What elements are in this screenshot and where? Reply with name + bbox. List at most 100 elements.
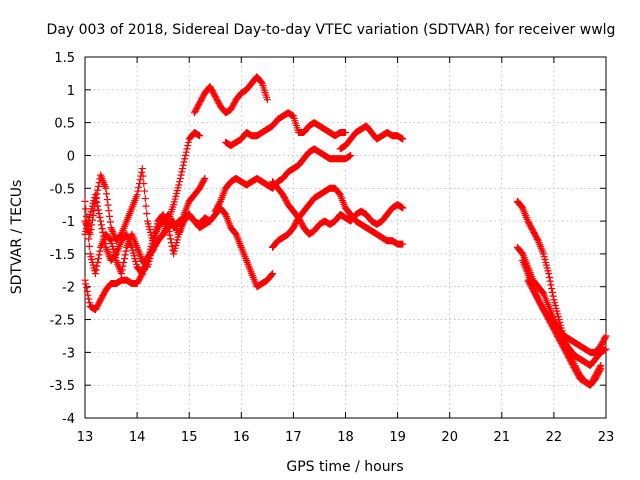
data-point — [140, 180, 148, 188]
x-tick-label: 22 — [546, 430, 563, 445]
data-point — [139, 172, 147, 180]
data-point — [81, 197, 89, 205]
x-tick-label: 19 — [389, 430, 406, 445]
data-point — [103, 196, 111, 204]
y-tick-labels: 1.5 1 0.5 0 -0.5 -1 -1.5 -2 -2.5 -3 -3.5 -4 — [50, 51, 75, 427]
data-point — [602, 345, 610, 353]
data-point — [95, 251, 103, 259]
data-point — [94, 206, 102, 214]
x-tick-label: 16 — [233, 430, 250, 445]
data-point — [184, 142, 192, 150]
y-tick-label: -1 — [62, 215, 75, 230]
x-tick-label: 23 — [598, 430, 615, 445]
series-track-8 — [269, 184, 407, 251]
data-point — [96, 213, 104, 221]
data-point — [85, 295, 93, 303]
data-point — [268, 271, 276, 279]
y-tick-label: 1.5 — [54, 51, 75, 66]
data-point — [82, 205, 90, 213]
data-point — [166, 231, 174, 239]
data-point — [104, 201, 112, 209]
data-point — [93, 190, 101, 198]
data-point — [601, 333, 609, 341]
data-point — [119, 262, 127, 270]
data-point — [94, 186, 102, 194]
data-point — [347, 151, 355, 159]
data-point — [84, 291, 92, 299]
data-point — [181, 155, 189, 163]
data-point — [97, 217, 105, 225]
data-point — [399, 240, 407, 248]
data-point — [182, 148, 190, 156]
data-point — [546, 277, 554, 285]
data-point — [179, 161, 187, 169]
data-point — [83, 287, 91, 295]
data-points — [81, 73, 610, 389]
data-point — [175, 181, 183, 189]
data-point — [91, 191, 99, 199]
data-point — [100, 232, 108, 240]
y-tick-label: 0.5 — [54, 117, 75, 132]
x-tick-label: 14 — [129, 430, 146, 445]
data-point — [183, 145, 191, 153]
data-point — [82, 284, 90, 292]
y-tick-label: 1 — [67, 84, 75, 99]
data-point — [92, 195, 100, 203]
series-track-6 — [222, 109, 349, 150]
data-point — [602, 332, 610, 340]
data-point — [120, 258, 128, 266]
x-tick-label: 13 — [77, 430, 94, 445]
data-point — [106, 236, 114, 244]
data-point — [136, 176, 144, 184]
data-point — [143, 210, 151, 218]
data-point — [94, 258, 102, 266]
data-point — [85, 242, 93, 250]
data-point — [399, 204, 407, 212]
data-point — [103, 190, 111, 198]
data-point — [102, 184, 110, 192]
data-point — [176, 174, 184, 182]
data-point — [549, 292, 557, 300]
data-point — [122, 247, 130, 255]
y-tick-label: -4 — [62, 412, 75, 427]
x-tick-label: 15 — [181, 430, 198, 445]
data-point — [106, 218, 114, 226]
data-point — [106, 212, 114, 220]
data-point — [141, 187, 149, 195]
data-point — [342, 128, 349, 136]
data-point — [133, 191, 141, 199]
data-point — [176, 178, 184, 186]
y-tick-label: -2 — [62, 281, 75, 296]
data-point — [121, 251, 129, 259]
data-point — [94, 202, 102, 210]
x-tick-label: 21 — [494, 430, 511, 445]
data-point — [177, 171, 185, 179]
data-point — [135, 183, 143, 191]
series-track-5 — [190, 73, 271, 117]
data-point — [179, 165, 187, 173]
data-point — [82, 280, 90, 288]
data-point — [181, 151, 189, 159]
y-tick-label: -2.5 — [50, 314, 75, 329]
data-point — [142, 202, 150, 210]
y-tick-label: -0.5 — [50, 182, 75, 197]
x-tick-label: 17 — [285, 430, 302, 445]
data-point — [101, 240, 109, 248]
data-point — [93, 198, 101, 206]
data-point — [141, 195, 149, 203]
data-point — [548, 285, 556, 293]
data-point — [534, 235, 542, 243]
data-point — [82, 212, 90, 220]
series-track-9 — [269, 178, 407, 238]
data-point — [85, 299, 93, 307]
data-point — [81, 276, 89, 284]
data-point — [85, 235, 93, 243]
data-point — [105, 207, 113, 215]
axis-ticks — [84, 56, 607, 419]
data-point — [96, 247, 104, 255]
data-point — [269, 270, 277, 278]
data-point — [545, 273, 553, 281]
data-point — [263, 96, 271, 104]
data-point — [399, 135, 407, 143]
